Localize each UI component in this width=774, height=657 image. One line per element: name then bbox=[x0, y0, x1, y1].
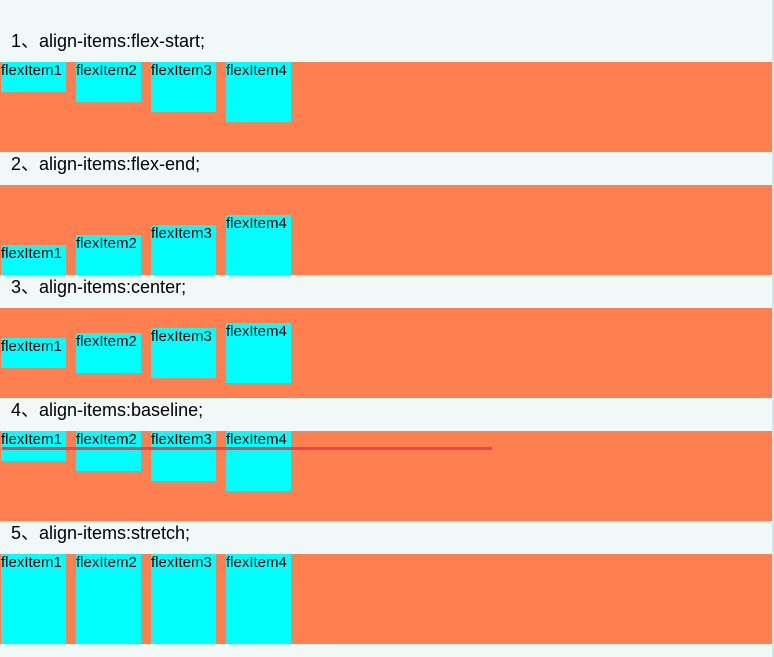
flex-item-4: flexItem4 bbox=[226, 554, 291, 644]
section-heading-baseline: 4、align-items:baseline; bbox=[11, 400, 204, 420]
flex-item-3: flexItem3 bbox=[151, 431, 216, 481]
flex-item-2: flexItem2 bbox=[76, 554, 141, 644]
flex-container-flex-end: flexItem1 flexItem2 flexItem3 flexItem4 bbox=[0, 185, 774, 275]
flex-item-1: flexItem1 bbox=[1, 554, 66, 644]
flex-item-3: flexItem3 bbox=[151, 328, 216, 378]
flex-item-3: flexItem3 bbox=[151, 62, 216, 112]
flex-item-1: flexItem1 bbox=[1, 338, 66, 368]
flex-item-3: flexItem3 bbox=[151, 225, 216, 275]
flex-item-2: flexItem2 bbox=[76, 235, 141, 275]
flex-item-4: flexItem4 bbox=[226, 431, 291, 491]
flex-container-stretch: flexItem1 flexItem2 flexItem3 flexItem4 bbox=[0, 554, 774, 644]
section-heading-stretch: 5、align-items:stretch; bbox=[11, 523, 191, 543]
section-heading-flex-start: 1、align-items:flex-start; bbox=[11, 31, 206, 51]
flex-item-1: flexItem1 bbox=[1, 245, 66, 275]
flex-item-2: flexItem2 bbox=[76, 431, 141, 471]
flex-item-2: flexItem2 bbox=[76, 333, 141, 373]
flex-container-flex-start: flexItem1 flexItem2 flexItem3 flexItem4 bbox=[0, 62, 774, 152]
flex-container-baseline: flexItem1 flexItem2 flexItem3 flexItem4 bbox=[0, 431, 774, 521]
flex-item-1: flexItem1 bbox=[1, 62, 66, 92]
flex-item-4: flexItem4 bbox=[226, 323, 291, 383]
flex-item-1: flexItem1 bbox=[1, 431, 66, 461]
flex-item-3: flexItem3 bbox=[151, 554, 216, 644]
flex-item-2: flexItem2 bbox=[76, 62, 141, 102]
section-heading-center: 3、align-items:center; bbox=[11, 277, 187, 297]
section-heading-flex-end: 2、align-items:flex-end; bbox=[11, 154, 201, 174]
baseline-marker-line bbox=[2, 447, 492, 450]
flex-container-center: flexItem1 flexItem2 flexItem3 flexItem4 bbox=[0, 308, 774, 398]
page-right-border bbox=[772, 0, 774, 657]
flex-item-4: flexItem4 bbox=[226, 62, 291, 122]
flex-item-4: flexItem4 bbox=[226, 215, 291, 275]
